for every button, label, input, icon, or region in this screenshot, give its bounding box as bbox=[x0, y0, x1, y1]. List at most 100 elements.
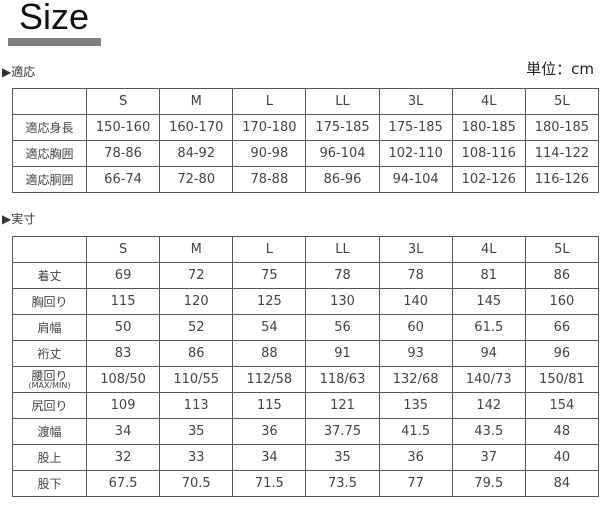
value-cell: 71.5 bbox=[232, 470, 307, 497]
value-cell: 78-88 bbox=[232, 166, 307, 193]
row-label: 肩幅 bbox=[12, 314, 87, 341]
value-cell: 56 bbox=[305, 314, 380, 341]
unit-label: 単位：cm bbox=[526, 60, 594, 78]
row-label: 適応胸囲 bbox=[12, 140, 87, 167]
value-cell: 145 bbox=[451, 288, 526, 315]
value-cell: 72 bbox=[159, 262, 234, 289]
value-cell: 35 bbox=[159, 418, 234, 445]
value-cell: 115 bbox=[232, 392, 307, 419]
header-row: S M L LL 3L 4L 5L bbox=[12, 88, 600, 115]
header-cell: 3L bbox=[378, 236, 453, 263]
value-cell: 81 bbox=[451, 262, 526, 289]
value-cell: 84-92 bbox=[159, 140, 234, 167]
value-cell: 118/63 bbox=[305, 366, 380, 393]
table-row: 尻回り 109 113 115 121 135 142 154 bbox=[12, 392, 600, 419]
header-cell: M bbox=[159, 88, 234, 115]
header-cell: 3L bbox=[378, 88, 453, 115]
row-label: 裄丈 bbox=[12, 340, 87, 367]
value-cell: 78-86 bbox=[85, 140, 161, 167]
value-cell: 72-80 bbox=[159, 166, 234, 193]
value-cell: 102-110 bbox=[378, 140, 453, 167]
value-cell: 79.5 bbox=[451, 470, 526, 497]
value-cell: 83 bbox=[85, 340, 161, 367]
value-cell: 36 bbox=[378, 444, 453, 471]
page-title: Size bbox=[19, 0, 90, 37]
value-cell: 50 bbox=[85, 314, 161, 341]
value-cell: 102-126 bbox=[451, 166, 526, 193]
value-cell: 160 bbox=[524, 288, 600, 315]
value-cell: 140 bbox=[378, 288, 453, 315]
value-cell: 93 bbox=[378, 340, 453, 367]
value-cell: 78 bbox=[378, 262, 453, 289]
value-cell: 32 bbox=[85, 444, 161, 471]
header-cell: S bbox=[85, 236, 161, 263]
table-row: 着丈 69 72 75 78 78 81 86 bbox=[12, 262, 600, 289]
header-row: S M L LL 3L 4L 5L bbox=[12, 236, 600, 263]
value-cell: 160-170 bbox=[159, 114, 234, 141]
table-row: 適応胸囲 78-86 84-92 90-98 96-104 102-110 108-116 1… bbox=[12, 140, 600, 167]
table-row: 渡幅 34 35 36 37.75 41.5 43.5 48 bbox=[12, 418, 600, 445]
value-cell: 113 bbox=[159, 392, 234, 419]
value-cell: 130 bbox=[305, 288, 380, 315]
table-row: 適応胴囲 66-74 72-80 78-88 86-96 94-104 102-126 116… bbox=[12, 166, 600, 193]
value-cell: 40 bbox=[524, 444, 600, 471]
header-cell bbox=[12, 236, 87, 263]
value-cell: 125 bbox=[232, 288, 307, 315]
value-cell: 43.5 bbox=[451, 418, 526, 445]
value-cell: 96-104 bbox=[305, 140, 380, 167]
value-cell: 154 bbox=[524, 392, 600, 419]
row-label: 腰回り (MAX/MIN) bbox=[12, 366, 87, 393]
value-cell: 114-122 bbox=[524, 140, 600, 167]
table-row: 腰回り (MAX/MIN) 108/50 110/55 112/58 118/63 132/… bbox=[12, 366, 600, 393]
row-label: 適応胴囲 bbox=[12, 166, 87, 193]
header-cell: M bbox=[159, 236, 234, 263]
value-cell: 37.75 bbox=[305, 418, 380, 445]
row-label: 胸回り bbox=[12, 288, 87, 315]
value-cell: 52 bbox=[159, 314, 234, 341]
value-cell: 175-185 bbox=[378, 114, 453, 141]
value-cell: 60 bbox=[378, 314, 453, 341]
value-cell: 109 bbox=[85, 392, 161, 419]
value-cell: 115 bbox=[85, 288, 161, 315]
header-cell: L bbox=[232, 236, 307, 263]
value-cell: 34 bbox=[232, 444, 307, 471]
value-cell: 90-98 bbox=[232, 140, 307, 167]
header-cell: LL bbox=[305, 88, 380, 115]
actual-size-table: S M L LL 3L 4L 5L 着丈 69 72 75 78 78 81 86 胸回り 115 120 125 1… bbox=[12, 236, 600, 497]
header-cell: 4L bbox=[451, 236, 526, 263]
value-cell: 140/73 bbox=[451, 366, 526, 393]
value-cell: 84 bbox=[524, 470, 600, 497]
header-cell: 4L bbox=[451, 88, 526, 115]
row-label: 着丈 bbox=[12, 262, 87, 289]
value-cell: 132/68 bbox=[378, 366, 453, 393]
value-cell: 150/81 bbox=[524, 366, 600, 393]
value-cell: 110/55 bbox=[159, 366, 234, 393]
value-cell: 121 bbox=[305, 392, 380, 419]
value-cell: 108-116 bbox=[451, 140, 526, 167]
table-row: 胸回り 115 120 125 130 140 145 160 bbox=[12, 288, 600, 315]
row-label: 尻回り bbox=[12, 392, 87, 419]
value-cell: 88 bbox=[232, 340, 307, 367]
value-cell: 108/50 bbox=[85, 366, 161, 393]
header-cell: 5L bbox=[524, 88, 600, 115]
value-cell: 66-74 bbox=[85, 166, 161, 193]
value-cell: 142 bbox=[451, 392, 526, 419]
value-cell: 112/58 bbox=[232, 366, 307, 393]
value-cell: 70.5 bbox=[159, 470, 234, 497]
value-cell: 67.5 bbox=[85, 470, 161, 497]
value-cell: 35 bbox=[305, 444, 380, 471]
value-cell: 54 bbox=[232, 314, 307, 341]
table-row: 股下 67.5 70.5 71.5 73.5 77 79.5 84 bbox=[12, 470, 600, 497]
fit-size-table: S M L LL 3L 4L 5L 適応身長 150-160 160-170 170-180 175-… bbox=[12, 88, 600, 193]
value-cell: 91 bbox=[305, 340, 380, 367]
value-cell: 41.5 bbox=[378, 418, 453, 445]
value-cell: 77 bbox=[378, 470, 453, 497]
table-row: 肩幅 50 52 54 56 60 61.5 66 bbox=[12, 314, 600, 341]
value-cell: 116-126 bbox=[524, 166, 600, 193]
header-cell: L bbox=[232, 88, 307, 115]
value-cell: 69 bbox=[85, 262, 161, 289]
value-cell: 86 bbox=[159, 340, 234, 367]
value-cell: 75 bbox=[232, 262, 307, 289]
value-cell: 73.5 bbox=[305, 470, 380, 497]
row-label: 股上 bbox=[12, 444, 87, 471]
